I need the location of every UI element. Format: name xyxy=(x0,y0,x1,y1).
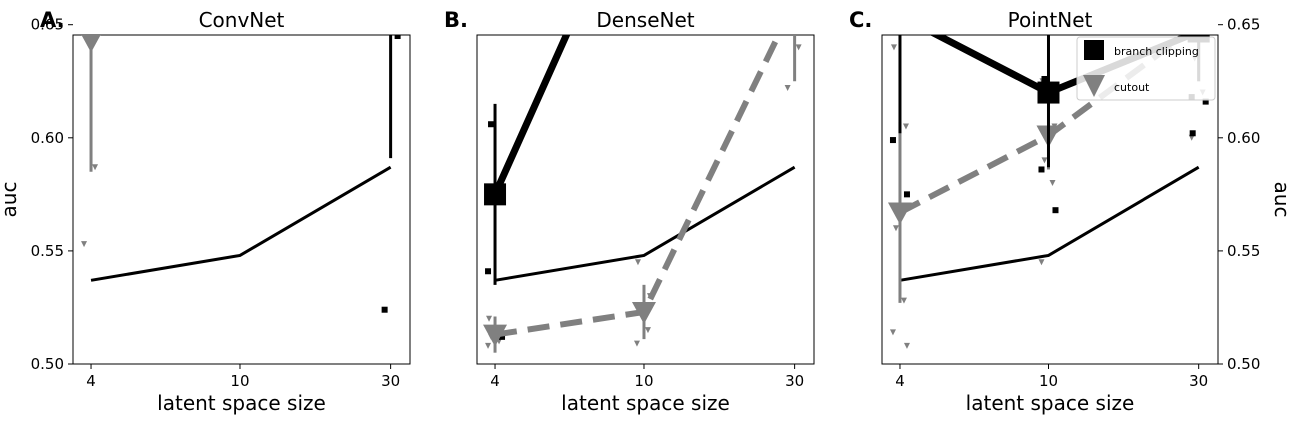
y-axis-label: auc xyxy=(0,182,21,218)
cutout-point xyxy=(902,123,909,130)
branch-clipping-marker xyxy=(380,0,402,11)
x-tick-label: 4 xyxy=(490,372,500,390)
panel-title: DenseNet xyxy=(596,8,694,32)
panel-pointnet: C.PointNet0.500.550.600.650.700.7541030l… xyxy=(849,0,1290,415)
branch-clipping-point xyxy=(1202,98,1209,105)
cutout-marker xyxy=(631,301,656,324)
branch-clipping-point xyxy=(394,35,401,40)
panel-densenet: B. DenseNet 4 10 30 latent space size xyxy=(444,0,815,415)
branch-clipping-point xyxy=(1052,207,1059,214)
x-axis-label: latent space size xyxy=(561,391,730,415)
x-tick-label: 4 xyxy=(895,372,905,390)
branch-clipping-point xyxy=(381,10,387,16)
cutout-point xyxy=(1041,157,1048,164)
x-axis-label: latent space size xyxy=(966,391,1135,415)
branch-clipping-point xyxy=(1189,130,1196,137)
cutout-point xyxy=(892,225,899,232)
branch-clipping-line xyxy=(491,35,571,196)
legend: branch clipping cutout xyxy=(1076,36,1216,101)
x-tick-label: 30 xyxy=(785,372,804,390)
cutout-point xyxy=(903,342,910,349)
x-tick-label: 4 xyxy=(86,372,96,390)
cutout-point xyxy=(889,329,896,336)
cutout-point xyxy=(485,342,492,349)
cutout-point xyxy=(1202,22,1208,28)
x-axis-label: latent space size xyxy=(157,391,326,415)
panel-letter: B. xyxy=(444,8,468,32)
y-tick-label: 0.50 xyxy=(1227,355,1260,373)
cutout-marker xyxy=(1197,35,1200,37)
cutout-point xyxy=(644,327,651,334)
x-tick-label: 30 xyxy=(1189,372,1208,390)
x-tick-label: 10 xyxy=(634,372,653,390)
branch-clipping-marker xyxy=(1037,81,1060,104)
cutout-point xyxy=(486,315,493,322)
y-tick-label: 0.60 xyxy=(1227,129,1260,147)
plot-frame xyxy=(72,34,411,365)
baseline-line xyxy=(90,165,392,282)
cutout-marker xyxy=(783,0,807,14)
branch-clipping-marker xyxy=(484,183,507,206)
branch-clipping-point xyxy=(498,26,504,32)
plot-frame xyxy=(476,34,815,365)
branch-clipping-point xyxy=(889,137,896,144)
branch-clipping-point xyxy=(1200,0,1206,1)
y-tick-label: 0.65 xyxy=(31,16,64,34)
cutout-point xyxy=(1049,180,1056,187)
y-tick-label: 0.60 xyxy=(31,129,64,147)
panel-letter: A. xyxy=(40,8,65,32)
legend-square-icon xyxy=(1084,40,1104,60)
legend-label: branch clipping xyxy=(1114,45,1199,58)
y-tick-label: 0.50 xyxy=(31,355,64,373)
y-tick-label: 0.55 xyxy=(31,242,64,260)
baseline-line xyxy=(494,165,796,282)
cutout-point xyxy=(92,164,99,171)
cutout-point xyxy=(784,85,791,92)
panel-letter: C. xyxy=(849,8,872,32)
legend-label: cutout xyxy=(1114,81,1150,94)
x-tick-label: 30 xyxy=(381,372,400,390)
cutout-point xyxy=(795,44,802,51)
cutout-marker xyxy=(81,35,101,53)
panel-title: ConvNet xyxy=(199,8,285,32)
branch-clipping-marker xyxy=(889,5,911,27)
plot-area xyxy=(483,0,807,353)
branch-clipping-point xyxy=(381,306,388,313)
y-tick-label: 0.55 xyxy=(1227,242,1260,260)
cutout-point xyxy=(900,297,907,304)
branch-clipping-point xyxy=(499,333,506,340)
cutout-point xyxy=(634,259,641,266)
y-axis-label: auc xyxy=(1270,182,1290,218)
panel-title: PointNet xyxy=(1008,8,1093,32)
branch-clipping-point xyxy=(1041,75,1048,82)
x-tick-label: 10 xyxy=(1039,372,1058,390)
cutout-point xyxy=(81,241,88,248)
cutout-point xyxy=(890,44,897,51)
cutout-line xyxy=(494,35,782,338)
cutout-point xyxy=(381,0,387,5)
cutout-point xyxy=(1038,259,1045,266)
cutout-marker xyxy=(483,324,508,347)
branch-clipping-point xyxy=(485,268,492,275)
cutout-point xyxy=(1188,134,1195,141)
baseline-line xyxy=(899,165,1200,282)
legend-box xyxy=(1076,36,1216,101)
y-tick-label: 0.65 xyxy=(1227,16,1260,34)
branch-clipping-point xyxy=(488,121,495,128)
legend-triangle-icon xyxy=(1083,75,1105,97)
plot-area xyxy=(81,0,402,313)
branch-clipping-point xyxy=(903,191,910,198)
plot-frame xyxy=(881,34,1219,365)
cutout-marker xyxy=(887,202,912,225)
panel-convnet: A.ConvNet0.500.550.600.650.700.7541030la… xyxy=(0,0,411,415)
cutout-point xyxy=(633,340,640,347)
branch-clipping-point xyxy=(1038,166,1045,173)
x-tick-label: 10 xyxy=(230,372,249,390)
